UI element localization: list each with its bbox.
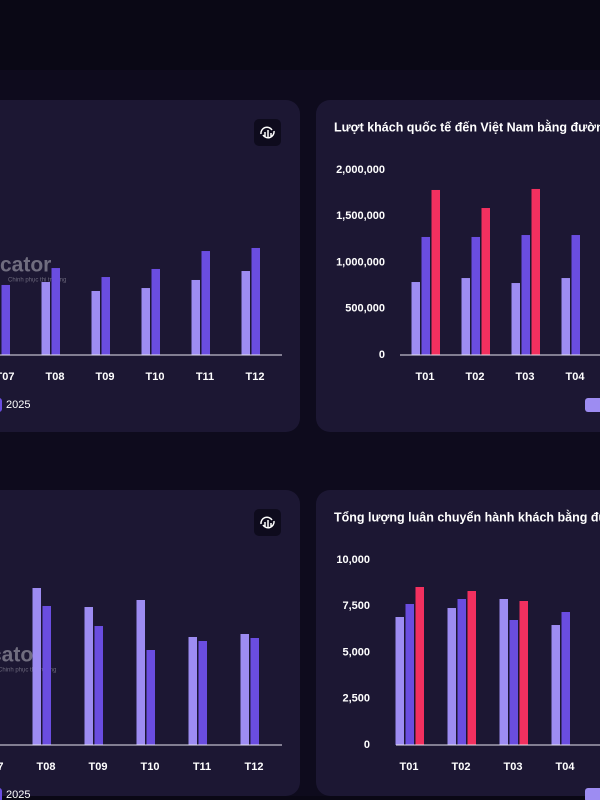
bar — [241, 271, 250, 355]
bar — [41, 282, 50, 355]
x-tick-label: T03 — [504, 761, 523, 773]
bar — [94, 626, 103, 745]
bar — [1, 284, 10, 355]
bar — [201, 251, 210, 355]
card — [0, 490, 300, 796]
bar — [551, 625, 560, 745]
x-tick-label: T07 — [0, 371, 14, 383]
y-tick-label: 2,000,000 — [336, 164, 385, 176]
bar — [531, 188, 540, 355]
bar — [457, 598, 466, 745]
legend-swatch — [585, 788, 600, 800]
bar — [431, 189, 440, 355]
bar — [101, 277, 110, 355]
bar — [188, 636, 197, 745]
export-button[interactable] — [254, 509, 281, 536]
y-tick-label: 1,500,000 — [336, 210, 385, 222]
bar — [250, 637, 259, 745]
bar — [521, 235, 530, 355]
bar — [405, 603, 414, 745]
x-tick-label: T12 — [245, 761, 264, 773]
y-tick-label: 10,000 — [336, 554, 370, 566]
x-tick-label: T08 — [37, 761, 56, 773]
y-tick-label: 2,500 — [342, 693, 370, 705]
y-tick-label: 0 — [379, 349, 385, 361]
bar — [467, 591, 476, 745]
bar — [561, 278, 570, 355]
bar — [447, 608, 456, 745]
chart-title: Tổng lượng luân chuyển hành khách bằng đ… — [334, 509, 600, 524]
y-tick-label: 5,000 — [342, 646, 370, 658]
bar — [471, 236, 480, 355]
export-button[interactable] — [254, 119, 281, 146]
x-tick-label: T01 — [400, 761, 419, 773]
x-tick-label: T11 — [196, 371, 214, 383]
legend-label: 2025 — [6, 789, 30, 800]
bar — [421, 236, 430, 355]
chart-title: Lượt khách quốc tế đến Việt Nam bằng đườ… — [334, 119, 600, 134]
legend-swatch — [0, 788, 2, 800]
bar — [519, 600, 528, 745]
bar — [198, 640, 207, 745]
y-tick-label: 0 — [364, 739, 370, 751]
bar — [91, 290, 100, 355]
card — [0, 100, 300, 432]
y-tick-label: 7,500 — [342, 600, 370, 612]
x-tick-label: T10 — [146, 371, 165, 383]
bar — [511, 283, 520, 355]
legend-label: 2025 — [6, 399, 30, 411]
y-tick-label: 1,000,000 — [336, 256, 385, 268]
bar — [146, 650, 155, 745]
bar — [561, 612, 570, 745]
bar — [136, 599, 145, 745]
bar — [240, 634, 249, 745]
x-tick-label: T03 — [516, 371, 535, 383]
bar — [499, 598, 508, 745]
watermark-tagline: Chinh phục thị trường — [0, 668, 56, 674]
icon[interactable] — [260, 126, 275, 139]
x-tick-label: T10 — [141, 761, 160, 773]
bar — [571, 235, 580, 355]
y-tick-label: 500,000 — [345, 303, 385, 315]
bar — [51, 268, 60, 355]
watermark: cator — [0, 644, 41, 667]
x-tick-label: T04 — [566, 371, 586, 383]
bar — [191, 279, 200, 355]
x-tick-label: T08 — [46, 371, 65, 383]
x-tick-label: T01 — [416, 371, 435, 383]
icon[interactable] — [260, 516, 275, 529]
bar — [251, 247, 260, 355]
x-tick-label: T12 — [246, 371, 265, 383]
x-tick-label: T09 — [89, 761, 108, 773]
bar — [395, 616, 404, 745]
x-tick-label: T07 — [0, 761, 3, 773]
bar — [411, 282, 420, 355]
top-band — [0, 0, 600, 70]
x-tick-label: T11 — [193, 761, 211, 773]
bar — [461, 278, 470, 355]
bar — [481, 208, 490, 355]
watermark-tagline: Chinh phục thị trường — [8, 278, 66, 284]
bar — [415, 586, 424, 745]
bar — [84, 607, 93, 745]
legend-swatch — [0, 398, 2, 412]
x-tick-label: T04 — [556, 761, 576, 773]
legend-swatch — [585, 398, 600, 412]
watermark: cator — [0, 254, 51, 277]
x-tick-label: T09 — [96, 371, 115, 383]
x-tick-label: T02 — [466, 371, 485, 383]
bar — [141, 288, 150, 355]
bar — [151, 268, 160, 355]
x-tick-label: T02 — [452, 761, 471, 773]
bar — [509, 619, 518, 745]
bottom-band — [0, 796, 600, 800]
bar — [32, 588, 41, 745]
bar — [42, 605, 51, 745]
